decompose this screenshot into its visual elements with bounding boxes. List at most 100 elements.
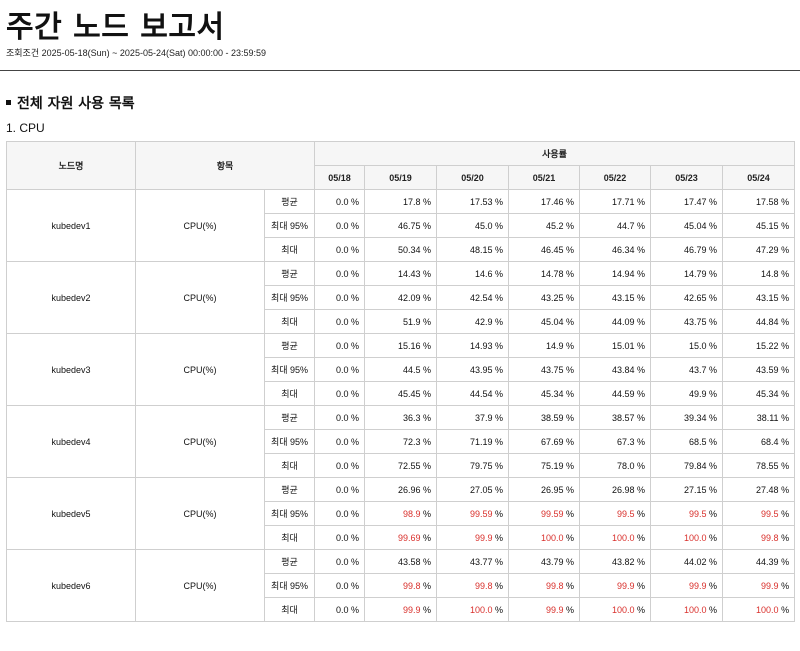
usage-unit: % xyxy=(634,316,645,327)
usage-unit: % xyxy=(778,268,790,279)
usage-value-cell: 14.94 % xyxy=(579,261,651,286)
usage-unit: % xyxy=(420,532,431,543)
usage-unit: % xyxy=(492,340,503,351)
page-title: 주간 노드 보고서 xyxy=(6,10,225,45)
usage-value: 78.0 xyxy=(616,460,635,471)
header-date: 05/21 xyxy=(508,165,580,190)
usage-value-cell: 26.98 % xyxy=(579,477,651,502)
usage-unit: % xyxy=(706,268,717,279)
stat-label-cell: 최대 95% xyxy=(264,429,315,454)
usage-value-cell: 17.8 % xyxy=(364,189,437,214)
header-row-dates: 05/18 05/19 05/20 05/21 05/22 05/23 05/24 xyxy=(7,165,796,190)
usage-value: 17.53 xyxy=(469,196,493,207)
item-cell: CPU(%) xyxy=(135,333,265,406)
usage-unit: % xyxy=(634,532,645,543)
usage-value: 43.15 xyxy=(756,292,779,303)
usage-unit: % xyxy=(492,556,503,567)
usage-value: 100.0 xyxy=(683,604,707,615)
usage-unit: % xyxy=(778,244,790,255)
usage-value: 0.0 xyxy=(335,556,349,567)
usage-value-cell: 38.57 % xyxy=(579,405,651,430)
header-item: 항목 xyxy=(135,141,315,190)
usage-value: 0.0 xyxy=(335,316,349,327)
usage-value-cell: 72.55 % xyxy=(364,453,437,478)
usage-unit: % xyxy=(348,244,359,255)
usage-unit: % xyxy=(420,580,431,591)
usage-value-cell: 38.59 % xyxy=(508,405,580,430)
usage-value: 26.98 xyxy=(611,484,635,495)
usage-unit: % xyxy=(563,484,574,495)
usage-value-cell: 14.6 % xyxy=(436,261,509,286)
stat-label-cell: 최대 95% xyxy=(264,501,315,526)
table-row: kubedev2 CPU(%) 평균 0.0 % 14.43 % 14.6 % 14.78 … xyxy=(6,261,796,334)
usage-value: 43.25 xyxy=(540,292,564,303)
table-row: 최대 95% 0.0 % 98.9 % 99.59 % 99.59 % 99.5 % 99.… xyxy=(7,501,796,526)
table-row: 최대 0.0 % 45.45 % 44.54 % 45.34 % 44.59 % 49.9 … xyxy=(7,381,796,406)
usage-value: 42.54 xyxy=(469,292,493,303)
usage-value-cell: 15.0 % xyxy=(650,333,723,358)
node-name-cell: kubedev6 xyxy=(6,549,136,622)
usage-value-cell: 43.15 % xyxy=(721,285,796,310)
usage-value: 44.84 xyxy=(756,316,779,327)
usage-value-cell: 99.8 % xyxy=(508,573,580,598)
header-date: 05/22 xyxy=(579,165,651,190)
usage-value-cell: 46.75 % xyxy=(364,213,437,238)
usage-value-cell: 45.34 % xyxy=(508,381,580,406)
stat-label-cell: 평균 xyxy=(264,477,315,502)
usage-unit: % xyxy=(634,508,645,519)
table-row: 최대 0.0 % 99.69 % 99.9 % 100.0 % 100.0 % 100.0 … xyxy=(7,525,796,550)
usage-unit: % xyxy=(778,220,790,231)
table-row: kubedev5 CPU(%) 평균 0.0 % 26.96 % 27.05 % 26.95… xyxy=(6,477,796,550)
usage-value: 27.15 xyxy=(683,484,707,495)
usage-value: 45.34 xyxy=(540,388,564,399)
stat-label-cell: 최대 xyxy=(264,597,315,622)
usage-unit: % xyxy=(492,364,503,375)
node-name-cell: kubedev4 xyxy=(6,405,136,478)
usage-value-cell: 0.0 % xyxy=(314,573,365,598)
usage-value: 99.59 xyxy=(540,508,564,519)
usage-value-cell: 39.34 % xyxy=(650,405,723,430)
usage-value: 37.9 xyxy=(474,412,493,423)
usage-unit: % xyxy=(348,532,359,543)
table-row: kubedev3 CPU(%) 평균 0.0 % 15.16 % 14.93 % 14.9 … xyxy=(6,333,796,406)
usage-value: 0.0 xyxy=(335,364,349,375)
usage-value-cell: 43.95 % xyxy=(436,357,509,382)
cpu-usage-table: 노드명 항목 사용률 05/18 05/19 05/20 05/21 05/22 05/2… xyxy=(6,141,796,622)
usage-unit: % xyxy=(563,364,574,375)
usage-value: 0.0 xyxy=(335,196,349,207)
usage-value: 43.82 xyxy=(611,556,635,567)
usage-value-cell: 78.55 % xyxy=(721,453,796,478)
usage-value: 50.34 xyxy=(397,244,421,255)
usage-value: 99.5 xyxy=(761,508,779,519)
usage-value-cell: 43.82 % xyxy=(579,549,651,574)
usage-value: 43.77 xyxy=(469,556,493,567)
header-date: 05/23 xyxy=(650,165,723,190)
query-period: 조회조건 2025-05-18(Sun) ~ 2025-05-24(Sat) 0… xyxy=(6,48,267,58)
usage-value: 0.0 xyxy=(335,268,349,279)
usage-value: 46.34 xyxy=(611,244,635,255)
stat-label-cell: 최대 xyxy=(264,525,315,550)
usage-value: 99.69 xyxy=(397,532,421,543)
usage-value-cell: 100.0 % xyxy=(579,525,651,550)
usage-value-cell: 0.0 % xyxy=(314,333,365,358)
usage-value-cell: 17.46 % xyxy=(508,189,580,214)
usage-value-cell: 99.9 % xyxy=(650,573,723,598)
usage-value: 15.0 xyxy=(688,340,707,351)
usage-unit: % xyxy=(563,316,574,327)
usage-unit: % xyxy=(492,580,503,591)
usage-unit: % xyxy=(778,388,790,399)
usage-unit: % xyxy=(778,364,790,375)
stat-label-cell: 평균 xyxy=(264,333,315,358)
usage-value: 0.0 xyxy=(335,604,349,615)
usage-unit: % xyxy=(420,460,431,471)
usage-value: 46.79 xyxy=(683,244,707,255)
usage-value-cell: 14.78 % xyxy=(508,261,580,286)
usage-value: 43.79 xyxy=(540,556,564,567)
usage-value: 100.0 xyxy=(611,604,635,615)
usage-unit: % xyxy=(634,388,645,399)
usage-value-cell: 45.04 % xyxy=(508,309,580,334)
node-name-cell: kubedev2 xyxy=(6,261,136,334)
usage-value-cell: 0.0 % xyxy=(314,213,365,238)
usage-unit: % xyxy=(563,244,574,255)
usage-value: 17.71 xyxy=(611,196,635,207)
